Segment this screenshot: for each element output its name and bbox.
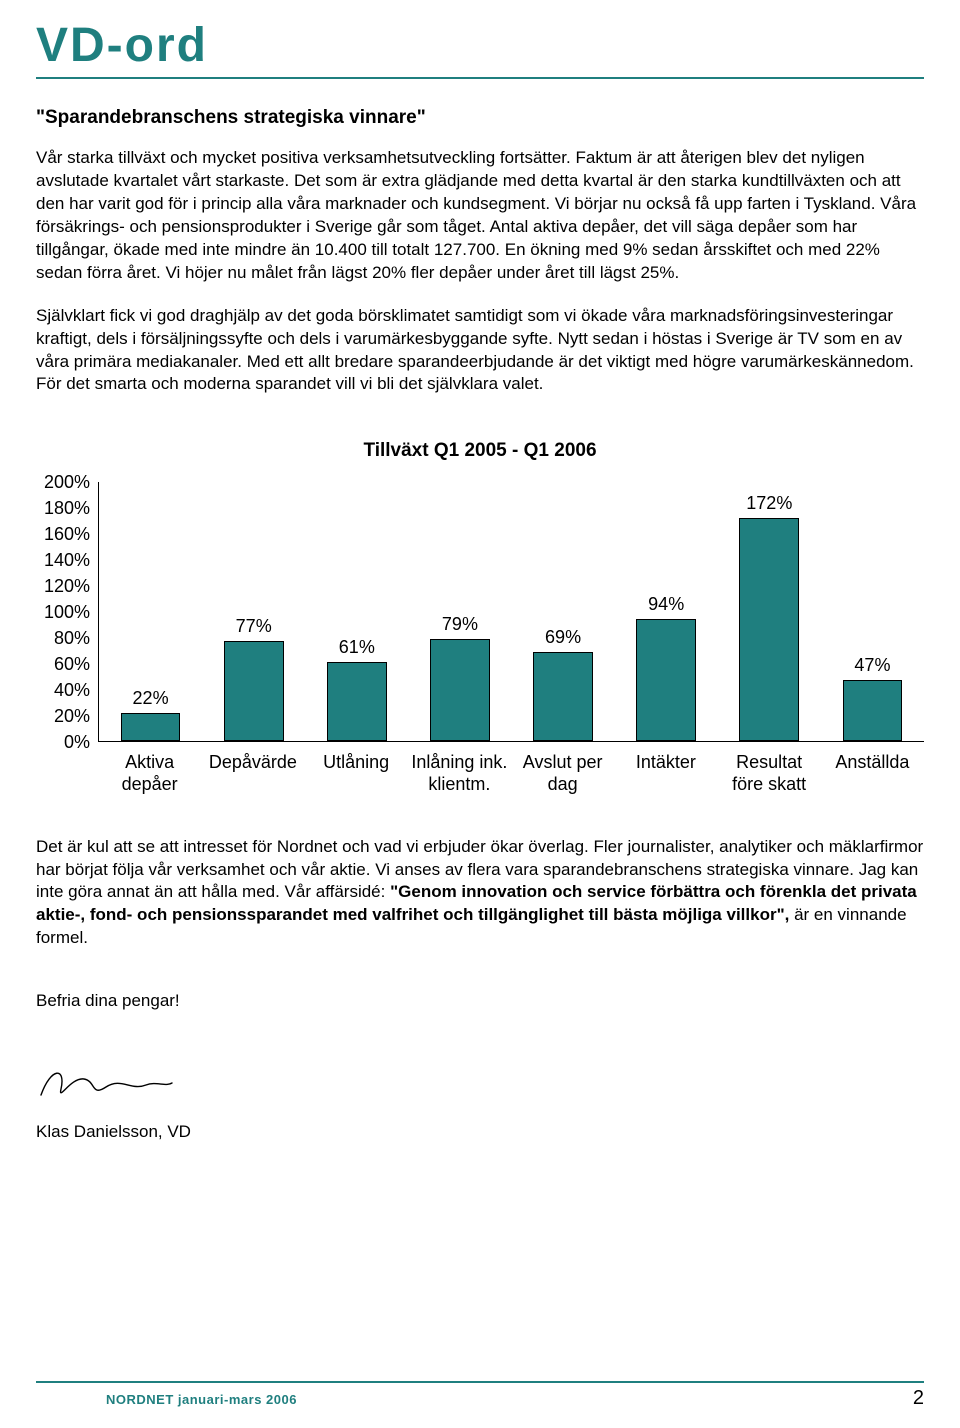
chart-bar xyxy=(430,639,490,742)
chart-bar-value: 79% xyxy=(442,614,478,635)
footer-rule xyxy=(36,1381,924,1383)
chart-bar xyxy=(843,680,903,741)
chart-bar-value: 47% xyxy=(854,655,890,676)
chart-bar-slot: 22% xyxy=(99,482,202,741)
chart-bar-value: 69% xyxy=(545,627,581,648)
page-footer: NORDNET januari-mars 2006 2 xyxy=(36,1381,924,1410)
chart-bar-slot: 94% xyxy=(615,482,718,741)
chart-x-label: Intäkter xyxy=(614,752,717,795)
chart: 0%20%40%60%80%100%120%140%160%180%200% 2… xyxy=(36,482,924,742)
signature-icon xyxy=(36,1057,176,1107)
title-rule xyxy=(36,77,924,79)
paragraph-1: Vår starka tillväxt och mycket positiva … xyxy=(36,147,924,285)
chart-x-label: Depåvärde xyxy=(201,752,304,795)
chart-bar-slot: 61% xyxy=(305,482,408,741)
chart-bar-value: 94% xyxy=(648,594,684,615)
chart-y-spacer xyxy=(36,752,98,795)
chart-bar xyxy=(739,518,799,742)
section-heading: "Sparandebranschens strategiska vinnare" xyxy=(36,107,924,129)
chart-bar-value: 61% xyxy=(339,637,375,658)
paragraph-3: Det är kul att se att intresset för Nord… xyxy=(36,836,924,951)
chart-bar-slot: 172% xyxy=(718,482,821,741)
chart-x-label: Inlåning ink.klientm. xyxy=(408,752,511,795)
chart-bar-slot: 47% xyxy=(821,482,924,741)
chart-title: Tillväxt Q1 2005 - Q1 2006 xyxy=(36,440,924,462)
chart-x-axis: AktivadepåerDepåvärdeUtlåningInlåning in… xyxy=(36,752,924,795)
footer-page-number: 2 xyxy=(913,1387,924,1410)
page-title: VD-ord xyxy=(36,18,924,73)
chart-bar-value: 172% xyxy=(746,493,792,514)
page: VD-ord "Sparandebranschens strategiska v… xyxy=(0,0,960,1428)
chart-bars: 22% 77% 61% 79% 69% 94% 172% 47% xyxy=(99,482,924,741)
chart-bar xyxy=(327,662,387,741)
chart-bar-slot: 79% xyxy=(408,482,511,741)
chart-bar-value: 77% xyxy=(236,616,272,637)
closing-line: Befria dina pengar! xyxy=(36,990,924,1013)
chart-bar xyxy=(121,713,181,742)
signer-name: Klas Danielsson, VD xyxy=(36,1122,924,1142)
chart-bar-value: 22% xyxy=(133,688,169,709)
chart-bar-slot: 69% xyxy=(512,482,615,741)
paragraph-2: Självklart fick vi god draghjälp av det … xyxy=(36,305,924,397)
chart-y-axis: 0%20%40%60%80%100%120%140%160%180%200% xyxy=(36,482,98,742)
chart-bar-slot: 77% xyxy=(202,482,305,741)
chart-bar xyxy=(224,641,284,741)
footer-left-text: NORDNET januari-mars 2006 xyxy=(36,1392,297,1407)
signature-block: Klas Danielsson, VD xyxy=(36,1057,924,1142)
chart-bar xyxy=(533,652,593,742)
chart-x-label: Avslut perdag xyxy=(511,752,614,795)
chart-plot-area: 22% 77% 61% 79% 69% 94% 172% 47% xyxy=(98,482,924,742)
chart-x-labels: AktivadepåerDepåvärdeUtlåningInlåning in… xyxy=(98,752,924,795)
chart-x-label: Resultatföre skatt xyxy=(718,752,821,795)
chart-bar xyxy=(636,619,696,741)
chart-x-label: Aktivadepåer xyxy=(98,752,201,795)
chart-x-label: Utlåning xyxy=(305,752,408,795)
chart-x-label: Anställda xyxy=(821,752,924,795)
